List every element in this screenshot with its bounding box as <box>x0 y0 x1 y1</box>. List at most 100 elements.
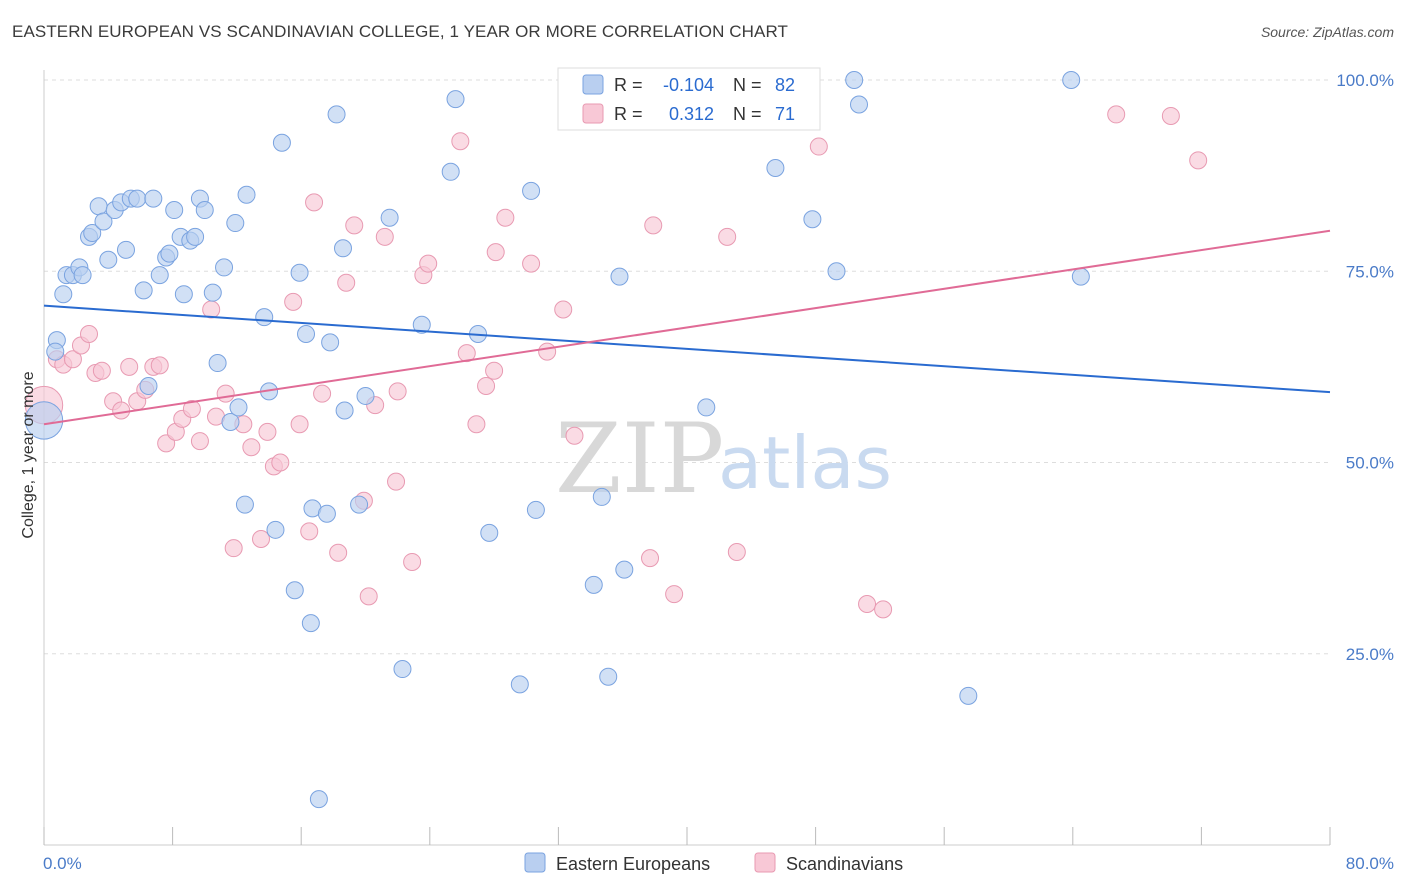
legend-r-label-1: R = <box>614 75 643 95</box>
eastern-europeans-point <box>174 285 193 304</box>
bottom-legend-swatch-pink <box>754 852 776 873</box>
y-tick-label-100: 100.0% <box>1336 71 1394 90</box>
eastern-europeans-point <box>599 667 618 686</box>
scandinavians-point <box>718 227 737 246</box>
eastern-europeans-point <box>697 398 716 417</box>
legend-n-label-1: N = <box>733 75 762 95</box>
scandinavians-point <box>329 543 348 562</box>
eastern-europeans-point <box>317 504 336 523</box>
bottom-legend-item-scandinavians: Scandinavians <box>786 854 903 874</box>
eastern-europeans-point <box>327 105 346 124</box>
scandinavians-point <box>477 377 496 395</box>
legend-n-value-1: 82 <box>775 75 795 95</box>
eastern-europeans-point <box>54 285 73 304</box>
eastern-europeans-point <box>526 500 545 519</box>
legend-n-label-2: N = <box>733 104 762 124</box>
y-tick-label-75: 75.0% <box>1346 262 1394 281</box>
scandinavians-point <box>485 361 504 380</box>
scandinavians-point <box>284 292 303 311</box>
scandinavians-point <box>252 530 271 548</box>
eastern-europeans-point <box>215 258 234 277</box>
chart-title: EASTERN EUROPEAN VS SCANDINAVIAN COLLEGE… <box>12 22 789 41</box>
eastern-europeans-point <box>446 90 465 109</box>
eastern-europeans-point <box>134 281 153 300</box>
scandinavians-point <box>387 472 406 491</box>
trend-line-eastern-europeans <box>43 304 1331 394</box>
eastern-europeans-point <box>139 377 158 395</box>
scandinavians-point <box>92 361 111 380</box>
scandinavians-point <box>874 600 893 619</box>
trend-line-scandinavians <box>43 229 1331 426</box>
scandinavians-point <box>112 401 131 420</box>
eastern-europeans-point <box>959 686 978 705</box>
scandinavians-point <box>182 399 201 418</box>
scandinavians-point <box>496 208 515 227</box>
x-tick-label-max: 80.0% <box>1346 854 1394 873</box>
eastern-europeans-point <box>150 266 169 285</box>
eastern-europeans-points <box>24 71 1090 809</box>
bottom-legend-item-eastern-europeans: Eastern Europeans <box>556 854 710 874</box>
eastern-europeans-point <box>235 495 254 514</box>
watermark: ZIP atlas <box>555 403 892 515</box>
scandinavians-point <box>313 384 332 403</box>
scandinavians-point <box>419 254 438 273</box>
y-tick-label-50: 50.0% <box>1346 454 1394 473</box>
watermark-zip: ZIP <box>555 403 724 515</box>
eastern-europeans-point <box>350 495 369 514</box>
eastern-europeans-point <box>803 210 822 229</box>
scandinavians-point <box>1161 106 1180 125</box>
eastern-europeans-point <box>266 520 285 539</box>
eastern-europeans-point <box>584 575 603 594</box>
eastern-europeans-point <box>1062 71 1081 89</box>
eastern-europeans-point <box>165 201 184 220</box>
scandinavians-point <box>451 132 470 151</box>
eastern-europeans-point <box>615 560 634 579</box>
source-label: Source: ZipAtlas.com <box>1260 24 1394 40</box>
scandinavians-point <box>403 552 422 571</box>
eastern-europeans-point <box>272 133 291 152</box>
eastern-europeans-point <box>333 239 352 258</box>
eastern-europeans-point <box>89 197 108 216</box>
correlation-legend: R = -0.104 N = 82 R = 0.312 N = 71 <box>557 67 821 131</box>
eastern-europeans-point <box>226 214 245 233</box>
scandinavians-point <box>305 193 324 212</box>
eastern-europeans-point <box>186 227 205 246</box>
eastern-europeans-point <box>321 333 340 352</box>
eastern-europeans-point <box>356 386 375 405</box>
eastern-europeans-point <box>441 162 460 181</box>
eastern-europeans-point <box>335 401 354 420</box>
scandinavians-point <box>271 453 290 472</box>
scandinavians-point <box>375 227 394 246</box>
eastern-europeans-point <box>510 675 529 694</box>
eastern-europeans-point <box>592 487 611 506</box>
legend-r-value-1: -0.104 <box>663 75 714 95</box>
eastern-europeans-point <box>73 266 92 285</box>
scandinavians-point <box>258 422 277 441</box>
eastern-europeans-point <box>285 581 304 600</box>
eastern-europeans-point <box>221 412 240 431</box>
eastern-europeans-point <box>301 614 320 633</box>
scandinavians-point <box>150 356 169 375</box>
scandinavians-point <box>644 216 663 235</box>
scandinavians-point <box>538 342 557 361</box>
eastern-europeans-point <box>128 189 147 208</box>
scandinavians-point <box>120 357 139 376</box>
eastern-europeans-point <box>610 267 629 286</box>
legend-r-label-2: R = <box>614 104 643 124</box>
x-ticks <box>43 827 1331 845</box>
eastern-europeans-point <box>195 201 214 220</box>
scandinavians-point <box>359 587 378 606</box>
legend-swatch-blue <box>582 74 604 95</box>
scandinavians-point <box>80 324 99 343</box>
scandinavians-point <box>300 522 319 541</box>
legend-n-value-2: 71 <box>775 104 795 124</box>
eastern-europeans-point <box>850 95 869 114</box>
scandinavians-point <box>727 543 746 562</box>
scandinavians-point <box>565 426 584 445</box>
scandinavians-point <box>486 243 505 262</box>
y-axis-label: College, 1 year or more <box>20 371 37 538</box>
scandinavians-point <box>290 415 309 434</box>
legend-r-value-2: 0.312 <box>669 104 714 124</box>
eastern-europeans-point <box>83 224 102 242</box>
